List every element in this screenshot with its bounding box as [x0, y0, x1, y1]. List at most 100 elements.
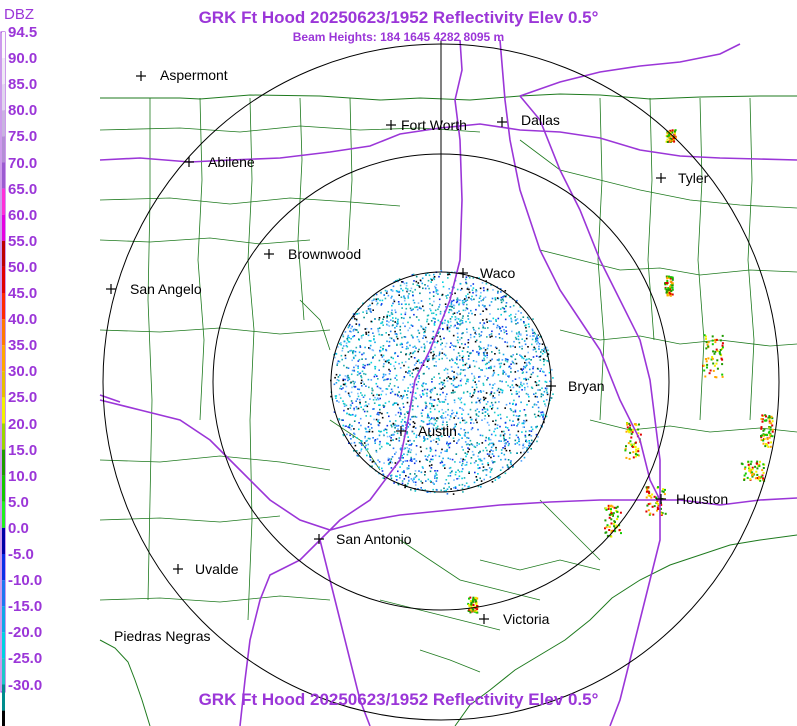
legend-label: 75.0 — [8, 128, 38, 146]
city-marker — [656, 494, 666, 504]
county-line — [479, 559, 601, 571]
county-line — [247, 97, 255, 621]
legend-label: 35.0 — [8, 337, 38, 355]
legend-label: -10.0 — [8, 572, 43, 590]
legend-swatch — [2, 449, 5, 476]
legend-swatch — [2, 319, 5, 346]
beam-heights-subtitle: Beam Heights: 184 1645 4282 8095 m — [292, 30, 505, 44]
state-border-red-river — [100, 93, 797, 101]
city-label: Fort Worth — [401, 117, 467, 133]
legend-label: 45.0 — [8, 285, 38, 302]
legend-swatch — [2, 423, 5, 450]
city-label: Austin — [418, 423, 457, 439]
legend-label: -15.0 — [8, 598, 43, 616]
county-line — [299, 299, 331, 351]
legend-label: 80.0 — [8, 102, 38, 120]
legend-swatch — [2, 684, 5, 711]
legend-label: 60.0 — [8, 206, 38, 224]
county-line — [589, 419, 797, 433]
legend-swatch — [2, 110, 5, 137]
city-marker — [546, 381, 556, 391]
county-line — [539, 249, 797, 276]
legend-swatch — [2, 606, 5, 633]
city-marker — [458, 268, 468, 278]
county-line — [347, 97, 353, 251]
legend-swatch — [2, 32, 5, 59]
highway-i10 — [99, 399, 797, 531]
highway-i69 — [609, 500, 661, 726]
legend-swatch — [2, 58, 5, 85]
legend-swatch — [2, 658, 5, 685]
legend-label: 25.0 — [8, 389, 38, 407]
legend-swatch — [2, 501, 5, 528]
county-line — [147, 98, 153, 601]
highway-i37 — [319, 539, 371, 726]
highways — [99, 39, 797, 726]
legend-label: 85.0 — [8, 76, 38, 94]
legend-swatch — [2, 371, 5, 398]
city-label: Aspermont — [160, 67, 228, 83]
city-marker — [396, 426, 406, 436]
highway-i20 — [99, 123, 797, 163]
county-line — [297, 97, 305, 321]
legend-label: 55.0 — [8, 232, 38, 250]
legend-swatch — [2, 710, 5, 726]
legend-swatch — [2, 240, 5, 267]
county-line — [539, 499, 601, 561]
city-marker — [656, 173, 666, 183]
city-marker — [106, 284, 116, 294]
legend-swatch — [2, 214, 5, 241]
highway-i35e — [499, 39, 661, 501]
legend-label: -30.0 — [8, 676, 43, 694]
city-label: Bryan — [568, 378, 605, 394]
city-label: San Angelo — [130, 281, 202, 297]
legend-swatch — [2, 527, 5, 554]
county-line — [647, 97, 655, 341]
county-line — [99, 125, 481, 133]
county-line — [99, 595, 331, 603]
legend-swatch — [2, 397, 5, 424]
city-label: Houston — [676, 491, 729, 507]
county-line — [419, 649, 481, 673]
map-layer — [99, 39, 797, 726]
legend-label: 50.0 — [8, 258, 38, 276]
legend-label: -25.0 — [8, 650, 43, 668]
legend-swatch — [2, 475, 5, 502]
legend-swatch — [2, 188, 5, 215]
city-marker — [264, 249, 274, 259]
highway-i45 — [519, 95, 661, 500]
city-label: Uvalde — [195, 561, 239, 577]
legend-title: DBZ — [4, 6, 34, 23]
city-marker — [136, 71, 146, 81]
legend-label: -5.0 — [8, 546, 34, 563]
legend-swatch — [2, 293, 5, 320]
county-line — [99, 197, 401, 207]
legend-label: 15.0 — [8, 441, 38, 459]
legend-label: 90.0 — [8, 50, 38, 68]
county-line — [559, 329, 797, 347]
city-marker — [497, 117, 507, 127]
city-marker — [184, 157, 194, 167]
legend-label: 5.0 — [8, 493, 29, 511]
highway-i35 — [239, 39, 463, 726]
legend-colorbar — [2, 32, 5, 726]
city-marker — [314, 534, 324, 544]
city-marker — [173, 564, 183, 574]
city-label: Waco — [480, 265, 516, 281]
city-markers — [106, 71, 666, 624]
county-boundaries — [99, 97, 797, 673]
city-marker — [479, 614, 489, 624]
highway-i30 — [519, 43, 741, 97]
legend-swatch — [2, 345, 5, 372]
legend-swatch — [2, 580, 5, 607]
legend-label: 20.0 — [8, 415, 38, 433]
page-title: GRK Ft Hood 20250623/1952 Reflectivity E… — [198, 8, 599, 27]
legend-label: -20.0 — [8, 624, 43, 642]
county-line — [99, 515, 281, 523]
legend-swatch — [2, 84, 5, 111]
county-line — [597, 97, 605, 421]
rio-grande — [99, 639, 151, 726]
city-label: Dallas — [521, 112, 560, 128]
legend-label: 40.0 — [8, 311, 38, 329]
